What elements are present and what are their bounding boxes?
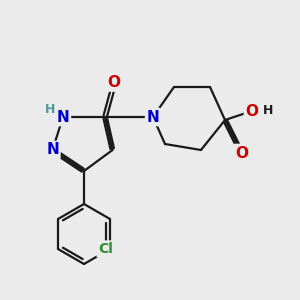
Text: N: N [147,110,159,124]
Text: Cl: Cl [98,242,113,256]
Text: O: O [235,146,248,160]
Text: H: H [45,103,56,116]
Text: N: N [57,110,69,124]
Text: O: O [245,103,259,118]
Text: O: O [107,75,121,90]
Text: H: H [263,104,274,118]
Text: N: N [46,142,59,158]
